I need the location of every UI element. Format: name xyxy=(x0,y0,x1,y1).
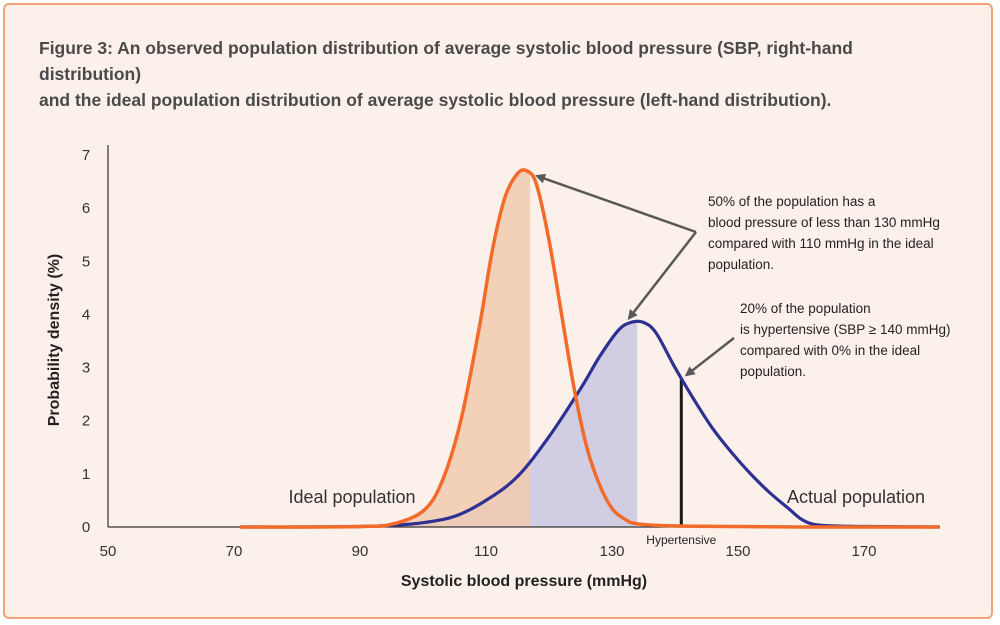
annotation-2-text: is hypertensive (SBP ≥ 140 mmHg) xyxy=(740,322,951,337)
annotation-2-text: population. xyxy=(740,364,806,379)
x-tick-label: 150 xyxy=(725,543,750,560)
y-tick-label: 7 xyxy=(82,147,90,164)
x-tick-label: 70 xyxy=(226,543,243,560)
annotation-arrow-actual-peak xyxy=(627,231,697,320)
annotation-1-text: compared with 110 mmHg in the ideal xyxy=(708,236,934,251)
y-tick-label: 4 xyxy=(82,306,90,323)
x-axis-title: Systolic blood pressure (mmHg) xyxy=(401,573,647,590)
y-tick-label: 2 xyxy=(82,413,90,430)
actual-population-curve xyxy=(240,319,940,529)
hypertensive-label: Hypertensive xyxy=(646,533,716,547)
y-tick-label: 6 xyxy=(82,200,90,217)
actual-population-label: Actual population xyxy=(787,487,925,507)
caption-line-1: Figure 3: An observed population distrib… xyxy=(39,38,853,84)
figure-caption: Figure 3: An observed population distrib… xyxy=(39,35,959,113)
annotation-2-text: 20% of the population xyxy=(740,301,871,316)
annotation-1-text: blood pressure of less than 130 mmHg xyxy=(708,215,940,230)
annotation-arrow-ideal-peak xyxy=(535,173,697,234)
annotation-2-text: compared with 0% in the ideal xyxy=(740,343,920,358)
caption-line-2: and the ideal population distribution of… xyxy=(39,90,832,110)
annotation-1-text: 50% of the population has a xyxy=(708,194,876,209)
y-axis-title: Probability density (%) xyxy=(46,254,63,426)
annotation-arrow-hypertensive xyxy=(684,337,735,377)
y-tick-label: 3 xyxy=(82,360,90,377)
actual-shaded-area xyxy=(240,321,638,528)
x-tick-label: 170 xyxy=(851,543,876,560)
ideal-population-curve xyxy=(240,168,940,529)
y-tick-label: 5 xyxy=(82,253,90,270)
x-tick-label: 90 xyxy=(352,543,369,560)
ideal-population-label: Ideal population xyxy=(288,487,415,507)
x-tick-label: 130 xyxy=(599,543,624,560)
ideal-shaded-area xyxy=(240,170,531,528)
y-tick-label: 0 xyxy=(82,519,90,536)
x-tick-label: 50 xyxy=(100,543,117,560)
x-tick-label: 110 xyxy=(474,543,498,560)
annotation-1-text: population. xyxy=(708,257,774,272)
y-tick-label: 1 xyxy=(82,466,90,483)
